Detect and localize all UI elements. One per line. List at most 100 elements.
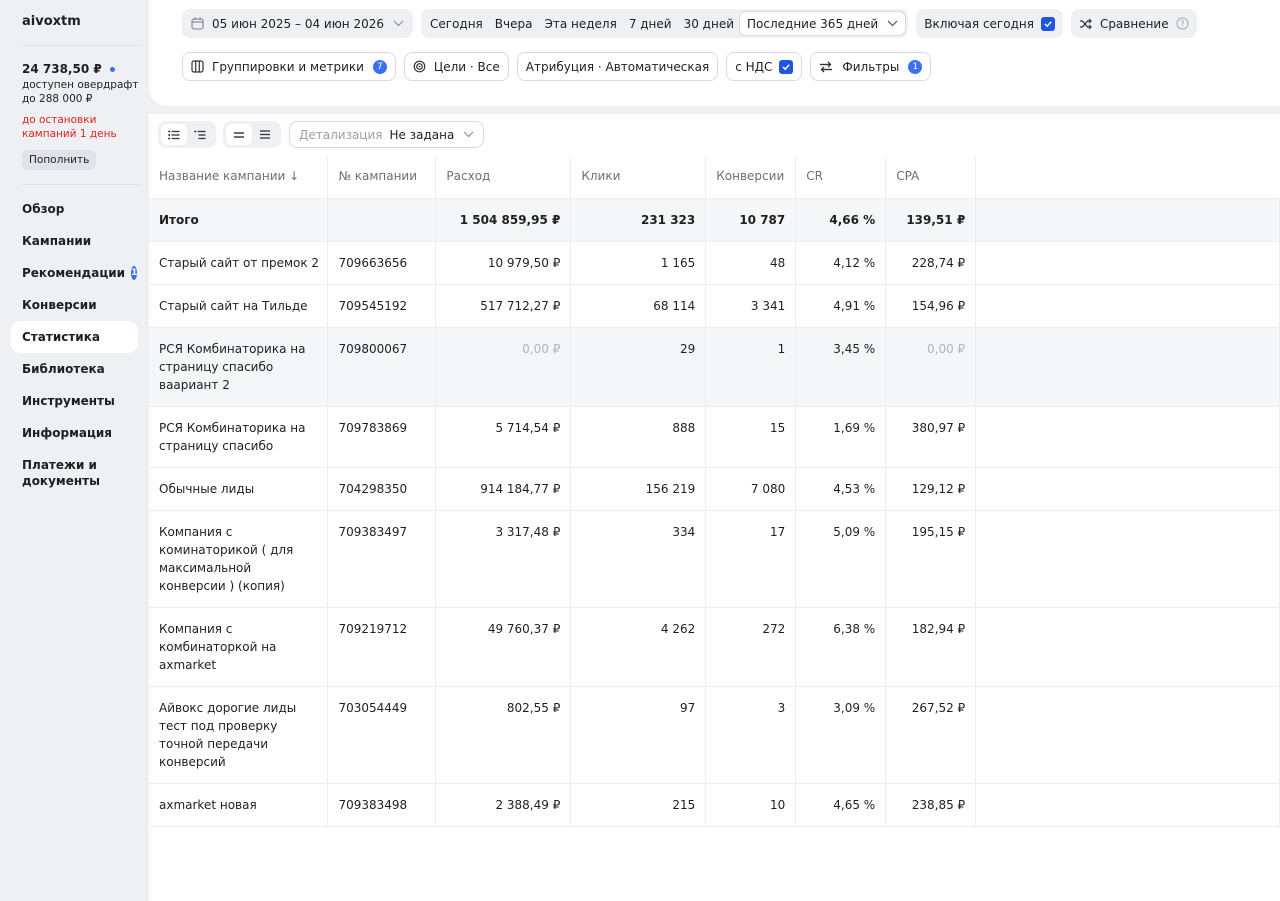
table-row[interactable]: Компания с комбинаторкой на axmarket 7092… xyxy=(149,607,1280,687)
cell-campaign-name[interactable]: Компания с комбинаторкой на axmarket xyxy=(149,607,329,687)
sidebar-item-label: Библиотека xyxy=(22,362,105,376)
help-icon[interactable]: ? xyxy=(1176,17,1189,30)
total-spend: 1 504 859,95 ₽ xyxy=(435,198,572,242)
cell-cpa: 0,00 ₽ xyxy=(885,327,977,407)
comfortable-density-button[interactable] xyxy=(252,124,278,145)
include-today-label: Включая сегодня xyxy=(924,16,1034,31)
sidebar-item-label: Конверсии xyxy=(22,298,97,312)
groupings-metrics-button[interactable]: Группировки и метрики 7 xyxy=(182,52,396,81)
header-conversions[interactable]: Конверсии xyxy=(705,157,797,199)
cell-cr: 4,12 % xyxy=(795,241,887,285)
target-icon xyxy=(413,60,426,73)
table-row[interactable]: axmarket новая 709383498 2 388,49 ₽215 10 4,… xyxy=(149,783,1280,827)
cell-campaign-name[interactable]: Обычные лиды xyxy=(149,467,329,511)
vat-toggle[interactable]: с НДС xyxy=(726,52,803,81)
sidebar-item[interactable]: Конверсии xyxy=(11,289,138,321)
cell-empty xyxy=(975,607,1280,687)
header-campaign-id[interactable]: № кампании xyxy=(327,157,437,199)
table-header-row: Название кампании ↓ № кампании Расход Кл… xyxy=(149,157,1280,199)
cell-spend: 517 712,27 ₽ xyxy=(435,284,572,328)
sidebar-item-label: Рекомендации xyxy=(22,266,126,280)
filter-arrows-icon xyxy=(819,61,833,73)
tree-view-button[interactable] xyxy=(187,124,213,145)
attribution-label: Атрибуция · Автоматическая xyxy=(525,59,710,74)
period-365-days-dropdown[interactable]: Последние 365 дней xyxy=(740,12,906,35)
period-yesterday[interactable]: Вчера xyxy=(494,16,533,31)
detail-label: Детализация xyxy=(299,127,383,142)
checkbox-checked-icon[interactable] xyxy=(1040,16,1055,31)
density-comfortable-icon xyxy=(260,130,270,139)
compact-density-button[interactable] xyxy=(226,124,252,145)
cell-campaign-name[interactable]: РСЯ Комбинаторика на страницу спасибо xyxy=(149,406,329,468)
cell-campaign-name[interactable]: axmarket новая xyxy=(149,783,329,827)
include-today-toggle[interactable]: Включая сегодня xyxy=(916,9,1063,38)
checkbox-checked-icon[interactable] xyxy=(779,59,794,74)
cell-conversions: 10 xyxy=(705,783,797,827)
topup-button[interactable]: Пополнить xyxy=(22,150,97,170)
sidebar-item[interactable]: Информация xyxy=(11,417,138,449)
total-empty xyxy=(975,198,1280,242)
cell-cpa: 228,74 ₽ xyxy=(885,241,977,285)
cell-spend: 10 979,50 ₽ xyxy=(435,241,572,285)
header-cr[interactable]: CR xyxy=(795,157,887,199)
cell-clicks: 156 219 xyxy=(570,467,707,511)
account-name[interactable]: aivoxtm xyxy=(22,14,81,29)
cell-campaign-name[interactable]: Компания с коминаторикой ( для максималь… xyxy=(149,510,329,608)
cell-campaign-name[interactable]: Айвокс дорогие лиды тест под проверку то… xyxy=(149,686,329,784)
sidebar: aivoxtm 24 738,50 ₽ доступен овердрафт д… xyxy=(0,0,149,901)
period-this-week[interactable]: Эта неделя xyxy=(544,16,617,31)
table-row[interactable]: Обычные лиды 704298350 914 184,77 ₽156 219… xyxy=(149,467,1280,511)
cell-campaign-name[interactable]: РСЯ Комбинаторика на страницу спасибо ва… xyxy=(149,327,329,407)
cell-campaign-id: 703054449 xyxy=(327,686,437,784)
cell-clicks: 334 xyxy=(570,510,707,608)
table-row[interactable]: Старый сайт от премок 2 709663656 10 979,5… xyxy=(149,241,1280,285)
cell-campaign-name[interactable]: Старый сайт на Тильде xyxy=(149,284,329,328)
period-7-days[interactable]: 7 дней xyxy=(628,16,672,31)
columns-icon xyxy=(191,60,204,73)
cell-campaign-id: 709783869 xyxy=(327,406,437,468)
cell-empty xyxy=(975,327,1280,407)
table-row[interactable]: РСЯ Комбинаторика на страницу спасибо ва… xyxy=(149,327,1280,407)
header-empty xyxy=(975,157,1280,199)
cell-campaign-name[interactable]: Старый сайт от премок 2 xyxy=(149,241,329,285)
sidebar-item[interactable]: Кампании xyxy=(11,225,138,257)
sidebar-item[interactable]: Рекомендации 1 xyxy=(11,257,138,289)
density-compact-icon xyxy=(234,131,244,139)
cell-campaign-id: 709383498 xyxy=(327,783,437,827)
header-campaign-name[interactable]: Название кампании ↓ xyxy=(149,157,329,199)
period-30-days[interactable]: 30 дней xyxy=(683,16,735,31)
table-row[interactable]: Старый сайт на Тильде 709545192 517 712,27… xyxy=(149,284,1280,328)
attribution-button[interactable]: Атрибуция · Автоматическая xyxy=(516,52,719,81)
sidebar-item-label: Обзор xyxy=(22,202,65,216)
cell-cpa: 154,96 ₽ xyxy=(885,284,977,328)
header-clicks[interactable]: Клики xyxy=(570,157,707,199)
compare-button[interactable]: Сравнение ? xyxy=(1070,9,1197,38)
period-today[interactable]: Сегодня xyxy=(430,16,483,31)
shuffle-icon xyxy=(1079,18,1092,30)
sidebar-item-label: Инструменты xyxy=(22,394,115,408)
table-row[interactable]: Компания с коминаторикой ( для максималь… xyxy=(149,510,1280,608)
detail-select[interactable]: Детализация Не задана xyxy=(289,121,485,148)
filters-button[interactable]: Фильтры 1 xyxy=(810,52,932,81)
cell-clicks: 1 165 xyxy=(570,241,707,285)
cell-spend: 3 317,48 ₽ xyxy=(435,510,572,608)
sidebar-item[interactable]: Платежи и документы xyxy=(11,449,138,497)
header-cpa[interactable]: CPA xyxy=(885,157,977,199)
cell-clicks: 215 xyxy=(570,783,707,827)
sidebar-item[interactable]: Обзор xyxy=(11,193,138,225)
list-view-button[interactable] xyxy=(161,124,187,145)
stop-warning: до остановки кампаний 1 день xyxy=(22,114,117,140)
table-row[interactable]: РСЯ Комбинаторика на страницу спасибо 709… xyxy=(149,406,1280,468)
sidebar-item[interactable]: Статистика xyxy=(11,321,138,353)
sidebar-item[interactable]: Инструменты xyxy=(11,385,138,417)
sidebar-item[interactable]: Библиотека xyxy=(11,353,138,385)
cell-clicks: 97 xyxy=(570,686,707,784)
status-dot-icon xyxy=(109,66,115,72)
date-range-picker[interactable]: 05 июн 2025 – 04 июн 2026 xyxy=(182,9,413,38)
header-spend[interactable]: Расход xyxy=(435,157,572,199)
overdraft-text: доступен овердрафт до 288 000 ₽ xyxy=(22,79,139,105)
table-row[interactable]: Айвокс дорогие лиды тест под проверку то… xyxy=(149,686,1280,784)
goals-button[interactable]: Цели · Все xyxy=(403,52,509,81)
cell-spend: 49 760,37 ₽ xyxy=(435,607,572,687)
groupings-count-badge: 7 xyxy=(372,59,387,74)
